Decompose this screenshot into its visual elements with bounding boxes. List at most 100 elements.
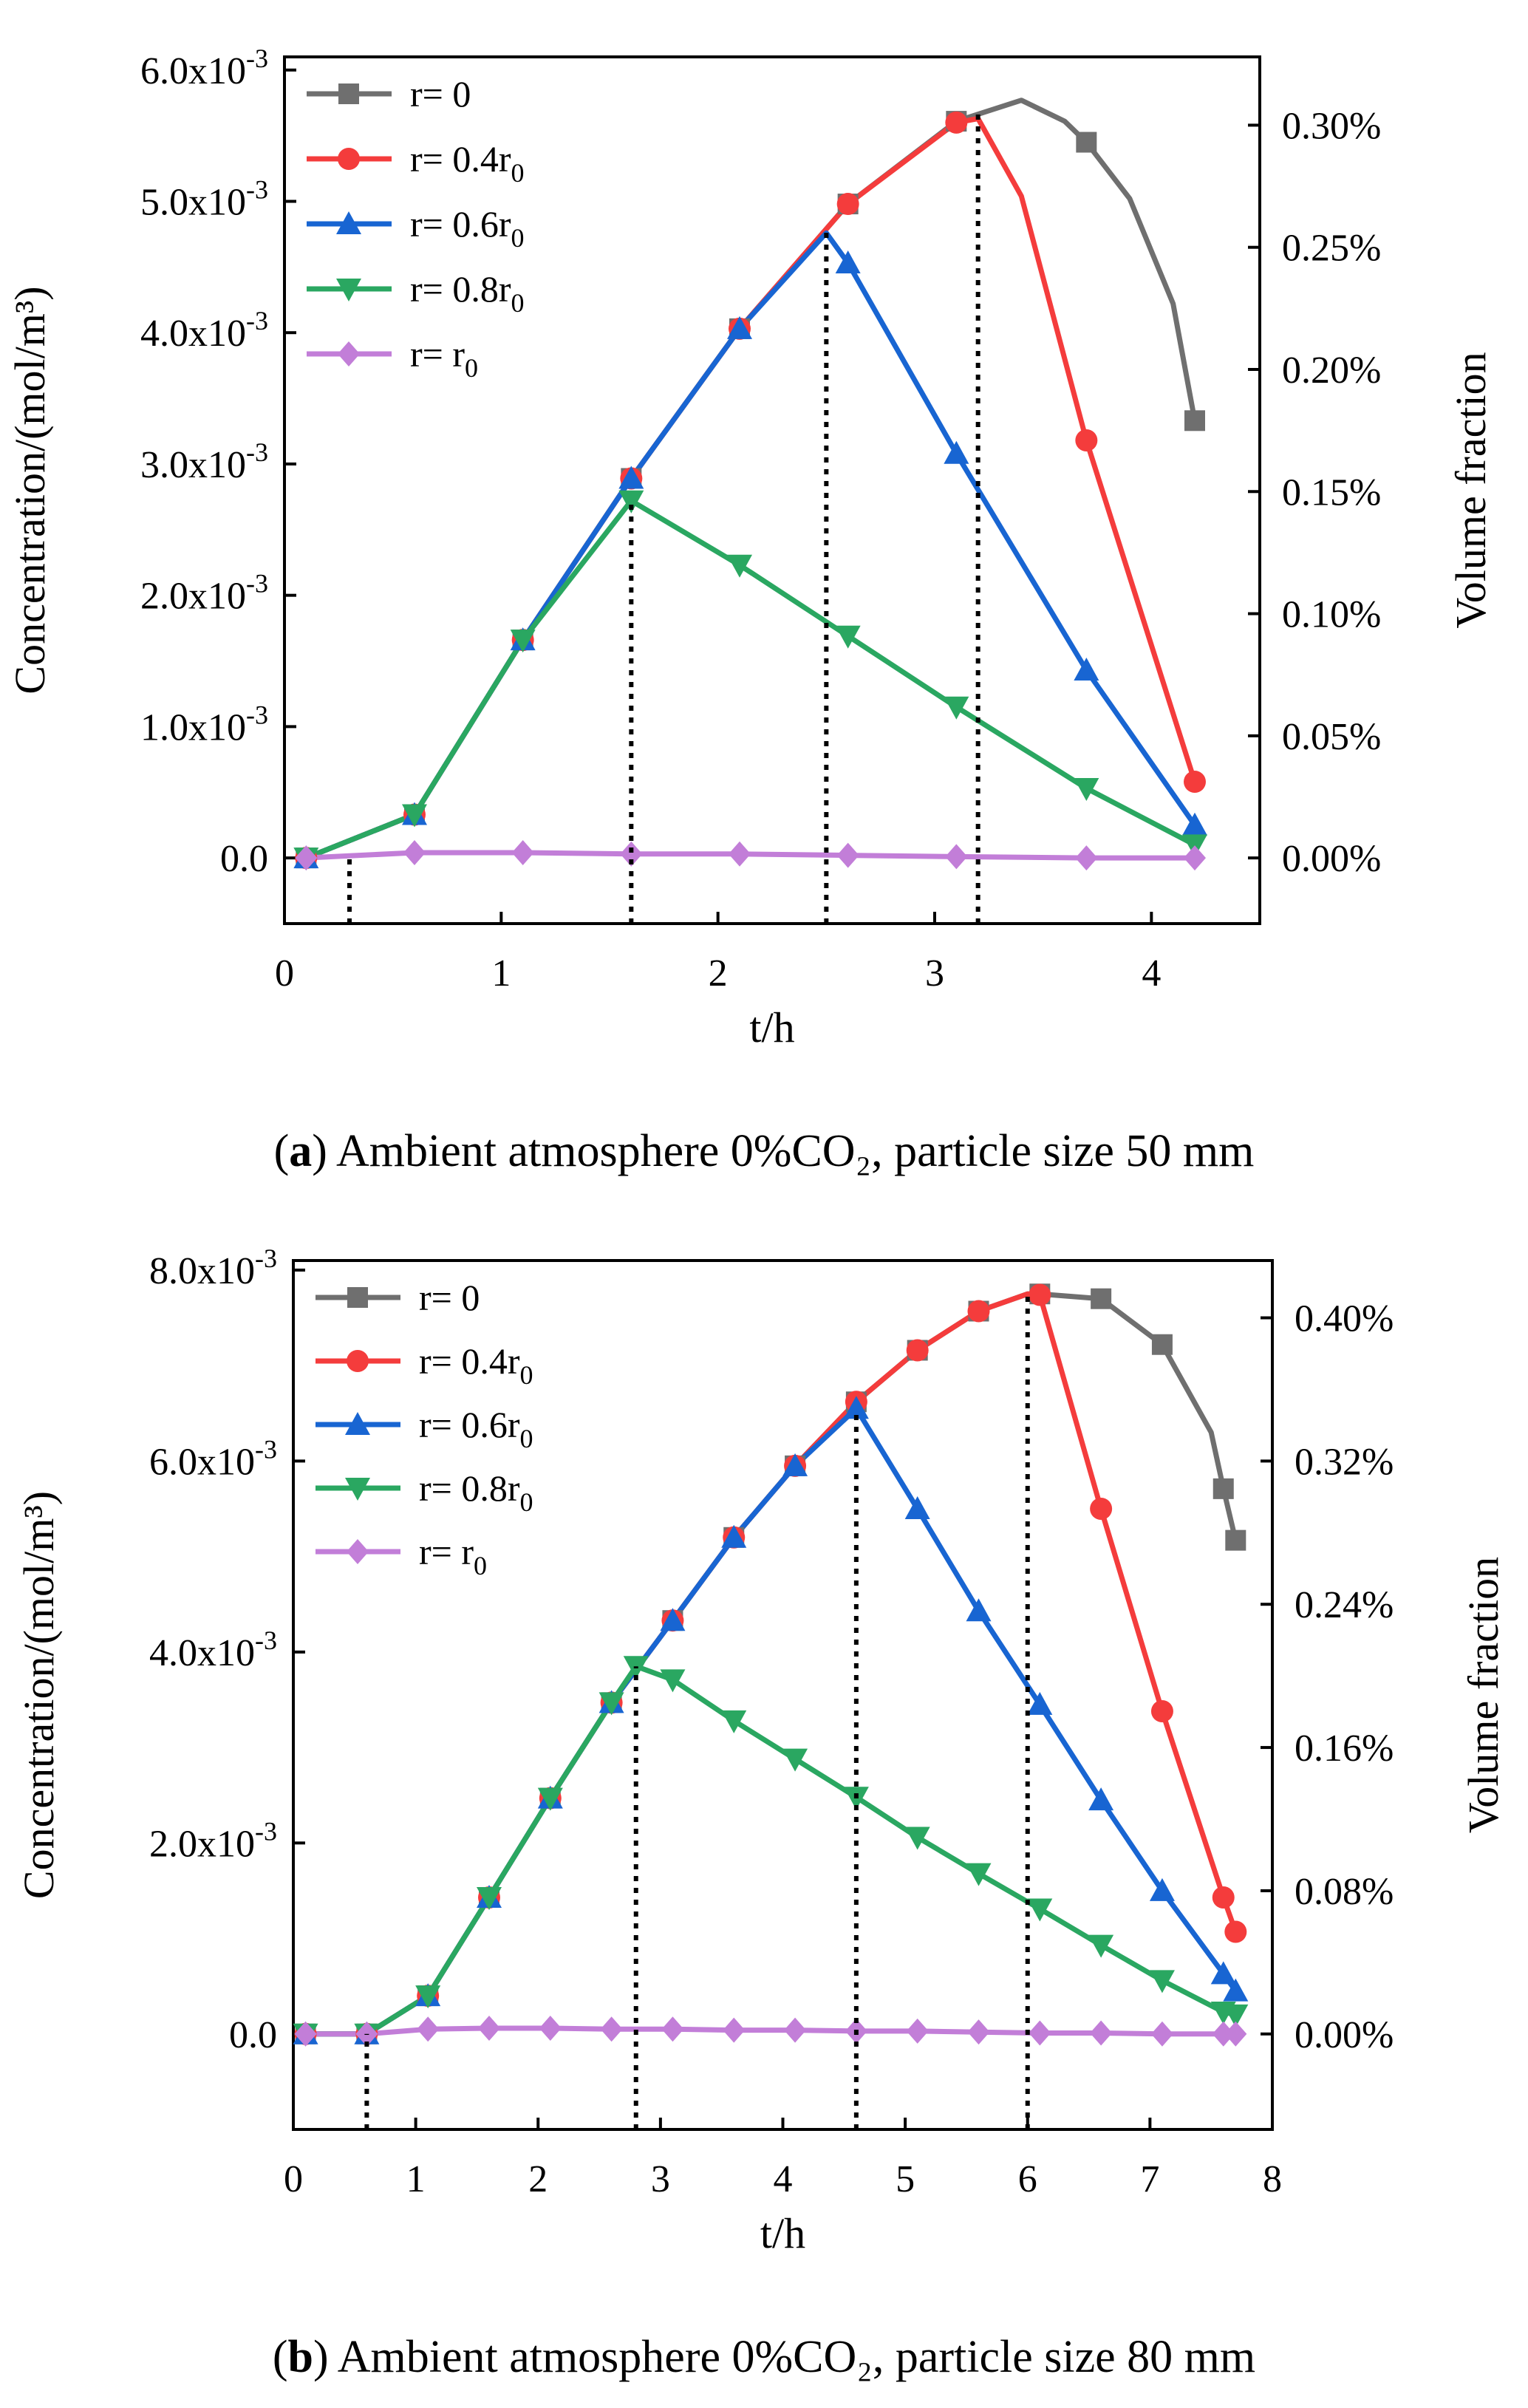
y2-tick-label: 0.05% — [1282, 716, 1381, 758]
data-point-marker — [967, 1300, 990, 1323]
panel-caption: (b) Ambient atmosphere 0%CO₂, particle s… — [273, 2332, 1255, 2382]
data-point-marker — [618, 465, 644, 489]
legend-label: r= r0 — [410, 333, 478, 383]
data-point-marker — [1225, 1529, 1246, 1551]
data-point-marker — [967, 2019, 990, 2045]
y-tick-label: 8.0x10-3 — [149, 1244, 277, 1292]
y-axis-title: Concentration/(mol/m³) — [15, 1491, 63, 1899]
data-point-marker — [402, 804, 427, 828]
data-point-marker — [1182, 812, 1207, 836]
y2-axis-title: Volume fraction — [1459, 1557, 1507, 1833]
data-point-marker — [1184, 771, 1206, 794]
legend-marker — [347, 1287, 368, 1308]
data-point-marker — [403, 840, 426, 866]
data-point-marker — [727, 554, 752, 578]
data-point-marker — [843, 1396, 869, 1419]
x-tick-label: 4 — [1142, 952, 1161, 995]
data-point-marker — [1212, 2021, 1235, 2047]
legend-marker — [336, 211, 361, 234]
data-point-marker — [1090, 2020, 1113, 2046]
data-point-marker — [966, 1598, 992, 1622]
data-point-marker — [1210, 1961, 1236, 1985]
data-point-marker — [904, 1827, 930, 1850]
data-point-marker — [1091, 1288, 1112, 1309]
data-point-marker — [1075, 845, 1098, 871]
y-axis-title: Concentration/(mol/m³) — [6, 286, 54, 694]
data-point-marker — [782, 1453, 808, 1476]
data-point-marker — [944, 440, 969, 464]
data-point-marker — [511, 840, 534, 866]
data-point-marker — [1075, 429, 1098, 451]
x-tick-label: 0 — [284, 2158, 303, 2200]
panel-caption: (a) Ambient atmosphere 0%CO₂, particle s… — [274, 1126, 1255, 1176]
data-point-marker — [620, 841, 643, 867]
y-tick-label: 6.0x10-3 — [149, 1434, 277, 1483]
data-point-marker — [944, 696, 969, 720]
data-point-marker — [1212, 1478, 1234, 1499]
data-point-marker — [1184, 410, 1205, 432]
y2-tick-label: 0.30% — [1282, 105, 1381, 147]
data-point-marker — [1150, 2021, 1173, 2047]
data-point-marker — [1088, 1934, 1114, 1958]
y-tick-label: 4.0x10-3 — [140, 306, 268, 355]
data-point-marker — [1149, 1877, 1175, 1901]
legend-marker — [347, 1539, 369, 1564]
y2-tick-label: 0.08% — [1295, 1871, 1394, 1913]
data-point-marker — [945, 111, 968, 134]
x-tick-label: 5 — [896, 2158, 915, 2200]
legend-label: r= 0.4r0 — [419, 1340, 533, 1390]
x-tick-label: 0 — [275, 952, 294, 995]
data-point-marker — [600, 2016, 623, 2042]
data-point-marker — [1029, 2020, 1051, 2046]
y-tick-label: 0.0 — [229, 2014, 277, 2056]
data-point-marker — [1151, 1334, 1173, 1355]
data-point-marker — [966, 1863, 992, 1886]
data-point-marker — [539, 2016, 562, 2042]
legend-label: r= 0.8r0 — [410, 268, 525, 318]
chart-panel-a: 0 1 2 3 4 0.0 1.0x10-3 2.0x10-3 3.0x10-3 4.0x10-3… — [6, 44, 1495, 1176]
data-point-marker — [660, 1608, 686, 1631]
data-point-marker — [835, 250, 861, 274]
y2-axis-title: Volume fraction — [1447, 352, 1495, 628]
y-tick-label: 2.0x10-3 — [149, 1816, 277, 1865]
data-point-marker — [1184, 845, 1206, 871]
y2-tick-label: 0.32% — [1295, 1441, 1394, 1483]
y2-tick-label: 0.10% — [1282, 594, 1381, 636]
legend-label: r= 0.8r0 — [419, 1467, 533, 1517]
data-point-marker — [723, 2017, 746, 2043]
y-tick-label: 2.0x10-3 — [140, 569, 268, 618]
x-tick-label: 3 — [651, 2158, 670, 2200]
y-tick-label: 0.0 — [220, 838, 268, 880]
data-point-marker — [1027, 1691, 1053, 1715]
y2-tick-label: 0.20% — [1282, 349, 1381, 392]
data-point-marker — [598, 1692, 624, 1716]
legend-marker — [345, 1412, 370, 1435]
x-axis-title: t/h — [760, 2209, 805, 2257]
data-point-marker — [1224, 2021, 1247, 2047]
data-point-marker — [1090, 1498, 1113, 1520]
data-point-marker — [721, 1710, 747, 1733]
data-point-marker — [782, 1748, 808, 1772]
data-point-marker — [784, 2017, 807, 2043]
y2-tick-label: 0.40% — [1295, 1298, 1394, 1340]
data-point-marker — [1212, 1886, 1235, 1909]
data-point-marker — [660, 1669, 686, 1693]
x-tick-label: 1 — [491, 952, 511, 995]
data-point-marker — [618, 490, 644, 514]
data-point-marker — [1149, 1970, 1175, 1993]
data-point-marker — [1223, 2004, 1249, 2027]
legend-label: r= 0 — [410, 73, 471, 115]
legend-label: r= 0.6r0 — [419, 1404, 533, 1453]
y2-tick-label: 0.24% — [1295, 1584, 1394, 1626]
data-point-marker — [1223, 1978, 1249, 2002]
data-point-marker — [294, 2021, 317, 2047]
y-tick-label: 3.0x10-3 — [140, 437, 268, 486]
x-tick-label: 8 — [1263, 2158, 1282, 2200]
legend-label: r= 0.4r0 — [410, 138, 525, 188]
data-point-marker — [1150, 1699, 1173, 1722]
data-point-marker — [1029, 1283, 1051, 1306]
data-point-marker — [415, 1985, 441, 2009]
data-point-marker — [1074, 657, 1099, 681]
y-tick-label: 6.0x10-3 — [140, 44, 268, 92]
